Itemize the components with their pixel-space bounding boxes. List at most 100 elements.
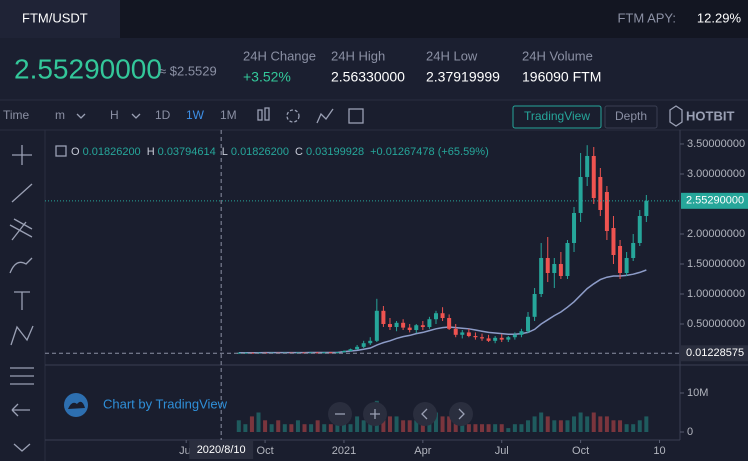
volume-bar	[401, 420, 406, 433]
volume-bar	[519, 424, 524, 433]
candle-body	[473, 336, 478, 338]
candle-icon[interactable]	[264, 107, 270, 121]
candle-icon[interactable]	[257, 109, 263, 121]
candle-body	[427, 319, 432, 328]
brand: HOTBIT	[686, 108, 734, 123]
chart: 0.50000000 1.00000000 1.50000000 2.00000000…	[45, 130, 748, 459]
candle-body	[236, 352, 241, 354]
depth-button[interactable]	[604, 105, 658, 129]
pattern-tool[interactable]	[10, 325, 34, 346]
volume-bar	[269, 424, 274, 433]
volume-bar	[263, 420, 268, 433]
scroll-right[interactable]	[449, 402, 473, 426]
interval[interactable]: m	[55, 108, 65, 122]
fib-tool[interactable]	[9, 218, 33, 241]
candle-body	[328, 352, 333, 354]
brush-tool[interactable]	[9, 257, 33, 274]
candle-body	[374, 310, 379, 341]
view-toggle[interactable]: Depth	[615, 109, 647, 123]
volume-bar	[499, 424, 504, 433]
candle-body	[447, 318, 452, 329]
screenshot-icon[interactable]	[348, 108, 364, 124]
candle-body	[578, 176, 583, 213]
chart-footer: Chart by TradingView	[64, 393, 473, 426]
volume-bar	[466, 424, 471, 433]
interval[interactable]: 1M	[220, 108, 237, 122]
back-button[interactable]	[11, 403, 30, 417]
candle-body	[420, 325, 425, 328]
ticker-panel	[0, 38, 748, 100]
pair-tab[interactable]	[0, 0, 120, 38]
candle-body	[545, 258, 550, 274]
ohlc-value: 0.03199928	[306, 146, 364, 158]
volume-bar	[598, 416, 603, 433]
scroll-left[interactable]	[413, 402, 437, 426]
candle-body	[604, 191, 609, 231]
candle-body	[440, 313, 445, 319]
crosshair-tool[interactable]	[12, 145, 32, 165]
candle-body	[493, 337, 498, 341]
candle-body	[539, 258, 544, 295]
candle-body	[591, 155, 596, 198]
candle-body	[532, 294, 537, 317]
volume-bar	[335, 420, 340, 433]
x-tick-label: Oct	[257, 445, 274, 457]
legend-toggle[interactable]	[55, 145, 67, 157]
measure-tool[interactable]	[10, 367, 34, 385]
volume-bar	[532, 416, 537, 433]
candle-body	[480, 337, 485, 339]
volume-bar	[387, 416, 392, 433]
text-tool[interactable]	[14, 291, 30, 310]
volume-bar	[249, 416, 254, 433]
volume-bar	[295, 420, 300, 433]
ohlc-label: O	[71, 146, 80, 158]
candle-body	[387, 324, 392, 328]
volume-bar	[407, 420, 412, 433]
candle-body	[565, 242, 570, 277]
candle-body	[637, 215, 642, 243]
candle-body	[315, 352, 320, 354]
candle-body	[624, 258, 629, 274]
candle-body	[243, 352, 248, 354]
volume-bar	[512, 424, 517, 433]
tradingview-button[interactable]	[512, 105, 602, 129]
interval[interactable]: 1W	[186, 108, 205, 122]
crosshair-y-label: 0.01228575	[686, 347, 744, 359]
volume-bar	[585, 416, 590, 433]
candle-body	[585, 155, 590, 177]
interval[interactable]: Time	[3, 108, 30, 122]
stat-label: 24H High	[331, 48, 385, 63]
volume-bar	[414, 420, 419, 433]
volume-bar	[591, 412, 596, 433]
volume-bar	[328, 424, 333, 433]
credit[interactable]: Chart by TradingView	[103, 396, 228, 411]
candle-body	[512, 334, 517, 338]
volume-bar	[539, 412, 544, 433]
dropdown-arrow	[131, 113, 141, 119]
candle-body	[618, 246, 623, 274]
pair[interactable]: FTM/USDT	[22, 10, 88, 25]
volume-bar	[526, 420, 531, 433]
expand-button[interactable]	[13, 443, 31, 452]
view-toggle[interactable]: TradingView	[524, 109, 590, 123]
volume-bar	[341, 420, 346, 433]
candle-body	[341, 351, 346, 353]
volume-bar	[236, 420, 241, 433]
y-tick-label: 1.50000000	[687, 258, 745, 270]
ohlc-value: 0.03794614	[158, 146, 216, 158]
indicator-icon[interactable]	[316, 108, 334, 124]
x-tick-label: Jul	[495, 445, 509, 457]
interval[interactable]: 1D	[155, 108, 171, 122]
line-tool[interactable]	[11, 183, 33, 203]
candle-body	[598, 176, 603, 210]
settings-icon[interactable]	[286, 109, 300, 123]
toolbar-icons	[257, 105, 683, 129]
volume-bar	[506, 428, 511, 433]
volume-bar	[433, 412, 438, 433]
interval[interactable]: H	[110, 108, 119, 122]
volume-tick-label: 10M	[687, 387, 708, 399]
volume-bar	[624, 424, 629, 433]
dropdown-arrow	[76, 113, 86, 119]
volume-bar	[572, 416, 577, 433]
y-tick-label: 2.00000000	[687, 228, 745, 240]
